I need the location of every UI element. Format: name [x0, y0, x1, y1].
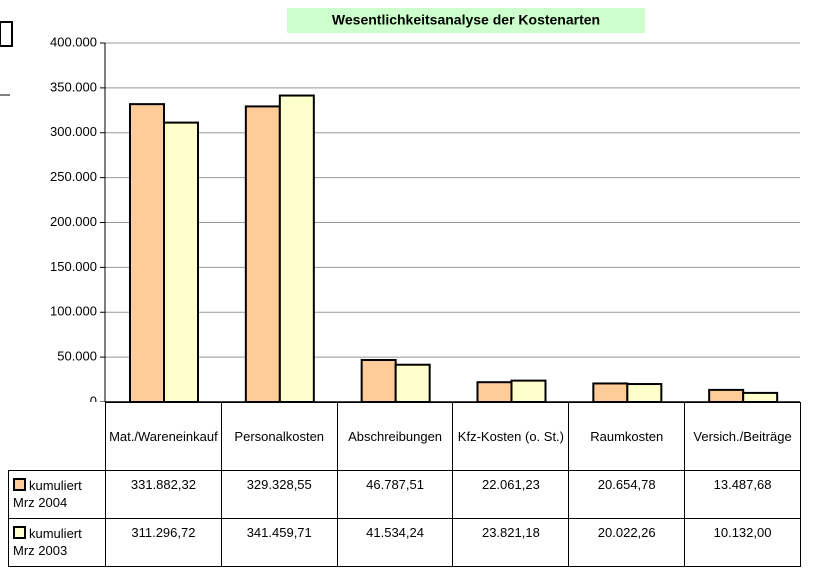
bar — [742, 391, 779, 402]
chart: Wesentlichkeitsanalyse der Kostenarten 0… — [0, 8, 800, 402]
x-tick-label: Mat./Wareneinkauf — [105, 402, 222, 471]
bar — [244, 105, 281, 402]
y-tick-label: 150.000 — [50, 259, 97, 274]
title-box — [287, 8, 645, 33]
data-label: 41.534,24 — [336, 518, 454, 567]
table-row: kumuliert Mrz 2003 311.296,72 341.459,71 41… — [8, 518, 801, 567]
data-table: Mat./Wareneinkauf Personalkosten Abschreib… — [8, 402, 801, 567]
frame-fragment — [0, 21, 13, 47]
bar — [510, 379, 547, 402]
y-tick-label: 350.000 — [50, 79, 97, 94]
chart-title: Wesentlichkeitsanalyse der Kostenarten — [332, 12, 600, 28]
bar — [626, 383, 663, 402]
y-tick-label: 300.000 — [50, 124, 97, 139]
y-tick-label: 0 — [90, 393, 97, 402]
x-tick-label: Abschreibungen — [336, 402, 454, 471]
data-label: 23.821,18 — [452, 518, 570, 567]
bar — [163, 121, 199, 402]
bar — [708, 388, 745, 402]
data-label: 311.296,72 — [105, 518, 222, 567]
x-tick-label: Personalkosten — [220, 402, 338, 471]
y-tick-label: 50.000 — [57, 349, 97, 364]
x-tick-label: Raumkosten — [568, 402, 686, 471]
data-label: 20.022,26 — [568, 518, 686, 567]
data-label: 13.487,68 — [684, 470, 801, 519]
data-label: 46.787,51 — [336, 470, 454, 519]
table-row: kumuliert Mrz 2004 331.882,32 329.328,55 46… — [8, 470, 801, 519]
data-label: 331.882,32 — [105, 470, 222, 519]
y-tick-label: 250.000 — [50, 169, 97, 184]
bar — [592, 382, 629, 402]
data-label: 22.061,23 — [452, 470, 570, 519]
legend-key — [13, 526, 26, 539]
table-corner — [8, 402, 106, 471]
legend-label: kumuliert Mrz 2004 — [13, 478, 82, 510]
y-tick-label: 200.000 — [50, 214, 97, 229]
y-tick-label: 100.000 — [50, 304, 97, 319]
data-label: 10.132,00 — [684, 518, 801, 567]
legend-label: kumuliert Mrz 2003 — [13, 526, 82, 558]
legend-key — [13, 478, 26, 491]
y-tick-label: 400.000 — [50, 34, 97, 49]
x-tick-label: Kfz-Kosten (o. St.) — [452, 402, 570, 471]
bar — [360, 359, 397, 402]
x-tick-label: Versich./Beiträge — [684, 402, 801, 471]
legend-entry: kumuliert Mrz 2003 — [8, 518, 106, 567]
data-label: 329.328,55 — [220, 470, 338, 519]
bar — [129, 103, 165, 402]
legend-entry: kumuliert Mrz 2004 — [8, 470, 106, 519]
table-header-row: Mat./Wareneinkauf Personalkosten Abschreib… — [8, 402, 801, 471]
data-label: 341.459,71 — [220, 518, 338, 567]
data-label: 20.654,78 — [568, 470, 686, 519]
bar — [394, 363, 431, 402]
bar — [476, 381, 513, 402]
bar — [278, 94, 315, 402]
